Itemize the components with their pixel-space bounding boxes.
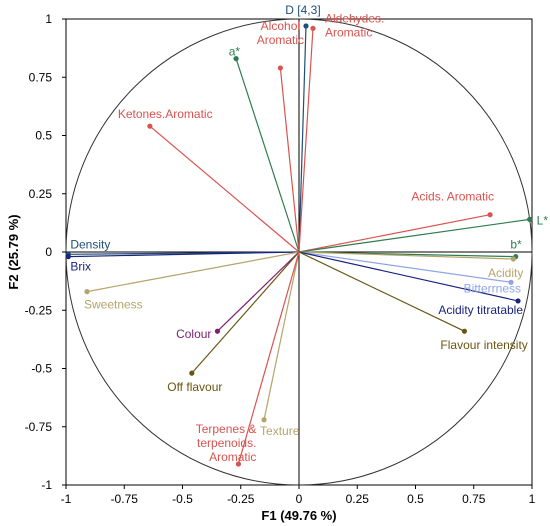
label-terpenes-terpenoids-aromatic: terpenoids. xyxy=(197,436,256,450)
label-terpenes-terpenoids-aromatic: Terpenes & xyxy=(196,422,257,436)
point-off-flavour xyxy=(189,370,195,376)
y-tick-label: 0 xyxy=(45,245,52,259)
label-off-flavour: Off flavour xyxy=(167,380,222,394)
label-acids-aromatic: Acids. Aromatic xyxy=(411,190,494,204)
vector-alcohol-aromatic xyxy=(279,67,300,253)
vector-acidity xyxy=(298,251,514,260)
label-aldehydes-aromatic: Aromatic xyxy=(325,25,372,39)
label-colour: Colour xyxy=(176,327,211,341)
label-acidity-titratable: Acidity titratable xyxy=(438,303,523,317)
label-d-4-3: D [4,3] xyxy=(285,3,320,17)
y-tick-label: -0.25 xyxy=(25,303,53,317)
x-tick-label: 0 xyxy=(296,492,303,506)
point-alcohol-aromatic xyxy=(277,65,283,71)
label-a: a* xyxy=(229,45,241,59)
label-alcohol-aromatic: Alcohol xyxy=(261,19,300,33)
point-acidity xyxy=(510,256,516,262)
point-a xyxy=(233,56,239,62)
vector-l xyxy=(298,218,530,253)
label-sweetness: Sweetness xyxy=(84,298,143,312)
vector-sweetness xyxy=(86,251,300,293)
y-tick-label: -1 xyxy=(41,478,52,492)
vector-ketones-aromatic xyxy=(149,125,300,253)
y-axis-title: F2 (25.79 %) xyxy=(6,214,21,289)
point-aldehydes-aromatic xyxy=(310,25,316,31)
point-sweetness xyxy=(84,289,90,295)
y-tick-label: 1 xyxy=(45,12,52,26)
point-l xyxy=(527,216,533,222)
label-flavour-intensity: Flavour intensity xyxy=(440,338,527,352)
vector-a xyxy=(235,58,300,253)
label-ketones-aromatic: Ketones.Aromatic xyxy=(118,107,213,121)
vector-brix xyxy=(68,251,300,258)
vector-colour xyxy=(217,251,300,332)
vector-terpenes-terpenoids-aromatic xyxy=(237,251,300,465)
vector-bitterrness xyxy=(298,251,512,283)
label-brix: Brix xyxy=(70,260,91,274)
vector-texture xyxy=(263,251,300,420)
vector-aldehydes-aromatic xyxy=(298,28,314,253)
x-tick-label: 0.75 xyxy=(462,492,486,506)
x-axis-title: F1 (49.76 %) xyxy=(261,508,336,523)
label-density: Density xyxy=(70,237,110,251)
label-b: b* xyxy=(510,238,522,252)
x-tick-label: -1 xyxy=(61,492,72,506)
point-terpenes-terpenoids-aromatic xyxy=(235,461,242,467)
point-ketones-aromatic xyxy=(147,123,153,129)
x-tick-label: -0.5 xyxy=(172,492,193,506)
point-colour xyxy=(214,328,221,334)
x-tick-label: 0.25 xyxy=(346,492,370,506)
vector-flavour-intensity xyxy=(298,251,465,332)
point-acidity-titratable xyxy=(515,298,521,304)
vector-d-4-3 xyxy=(298,25,307,253)
y-tick-label: 0.75 xyxy=(29,70,53,84)
label-acidity: Acidity xyxy=(488,266,523,280)
point-acids-aromatic xyxy=(487,212,493,218)
y-tick-label: 0.5 xyxy=(35,129,52,143)
point-flavour-intensity xyxy=(461,328,468,334)
label-bitterrness: Bitterrness xyxy=(464,281,521,295)
label-l: L* xyxy=(537,213,549,227)
y-tick-label: -0.75 xyxy=(25,420,53,434)
point-d-4-3 xyxy=(303,23,309,29)
label-terpenes-terpenoids-aromatic: Aromatic xyxy=(209,450,256,464)
x-tick-label: 1 xyxy=(529,492,536,506)
label-alcohol-aromatic: Aromatic xyxy=(257,33,304,47)
point-bitterrness xyxy=(508,279,514,285)
x-tick-label: -0.75 xyxy=(111,492,139,506)
point-brix xyxy=(65,254,71,260)
y-tick-label: 0.25 xyxy=(29,187,53,201)
vector-acidity-titratable xyxy=(298,251,519,302)
y-tick-label: -0.5 xyxy=(31,362,52,376)
label-aldehydes-aromatic: Aldehydes. xyxy=(325,11,384,25)
point-texture xyxy=(261,417,267,423)
x-tick-label: 0.5 xyxy=(407,492,424,506)
x-tick-label: -0.25 xyxy=(227,492,255,506)
label-texture: Texture xyxy=(260,424,300,438)
vector-acids-aromatic xyxy=(298,214,491,253)
vector-off-flavour xyxy=(191,251,300,374)
